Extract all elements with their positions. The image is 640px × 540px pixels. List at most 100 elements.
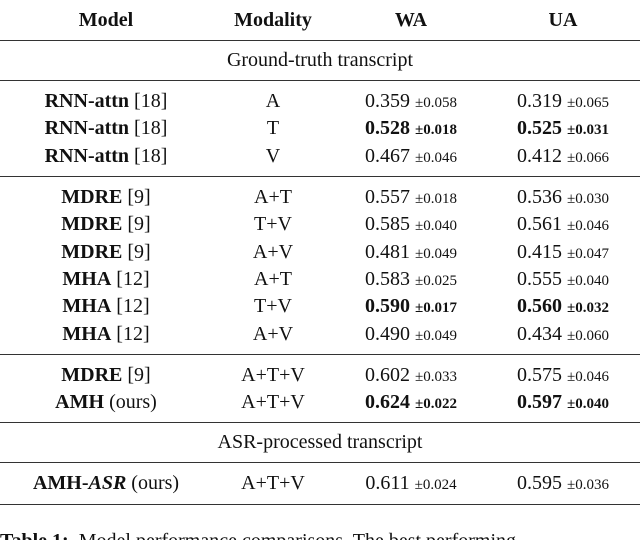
wa-std: ±0.018	[415, 191, 457, 208]
wa-value: 0.602	[365, 363, 411, 386]
model-ref: [9]	[127, 240, 151, 263]
ua-cell: 0.536 ±0.030	[517, 184, 609, 213]
wa-cell: 0.359 ±0.058	[365, 88, 457, 117]
ua-value: 0.595	[517, 472, 563, 495]
ua-cell: 0.525 ±0.031	[517, 115, 609, 144]
model-cell: MHA [12]	[62, 293, 149, 320]
modality-cell: T+V	[254, 293, 292, 320]
modality-cell: A	[266, 88, 280, 115]
section-row: Ground-truth transcript	[0, 47, 640, 74]
table-row: AMH-ASR (ours) A+T+V 0.611 ±0.024 0.595 ±0.…	[0, 470, 640, 497]
ua-cell: 0.560 ±0.032	[517, 293, 609, 322]
header-cell: Modality	[234, 7, 312, 34]
model-ref: (ours)	[131, 472, 180, 495]
wa-value: 0.528	[365, 117, 411, 140]
model-ref: [12]	[116, 322, 150, 345]
modality: T+V	[254, 295, 292, 318]
table-row: MDRE [9] T+V 0.585 ±0.040 0.561 ±0.046	[0, 211, 640, 238]
ua-std: ±0.046	[567, 368, 609, 385]
section-title: ASR-processed transcript	[217, 430, 423, 453]
ua-std: ±0.060	[567, 327, 609, 344]
model-name: RNN-attn	[44, 144, 130, 167]
ua-std: ±0.040	[567, 396, 609, 413]
ua-cell: 0.595 ±0.036	[517, 470, 609, 499]
table-row: RNN-attn [18] V 0.467 ±0.046 0.412 ±0.066	[0, 143, 640, 170]
rule	[0, 462, 640, 464]
model-cell: RNN-attn [18]	[45, 115, 168, 142]
modality-cell: A+T	[254, 184, 292, 211]
model-name: MHA	[62, 322, 112, 345]
wa-cell: 0.602 ±0.033	[365, 362, 457, 391]
header-ua: UA	[548, 8, 578, 31]
wa-std: ±0.017	[415, 300, 457, 317]
table-row: MHA [12] T+V 0.590 ±0.017 0.560 ±0.032	[0, 293, 640, 320]
wa-std: ±0.018	[415, 122, 457, 139]
caption-text: Model performance comparisons. The best …	[79, 530, 516, 540]
wa-value: 0.583	[365, 267, 411, 290]
ua-std: ±0.047	[567, 245, 609, 262]
section-row: ASR-processed transcript	[0, 429, 640, 456]
wa-cell: 0.624 ±0.022	[365, 389, 457, 418]
modality: A+T+V	[241, 363, 305, 386]
ua-std: ±0.030	[567, 191, 609, 208]
model-cell: MDRE [9]	[61, 362, 150, 389]
wa-std: ±0.046	[415, 149, 457, 166]
modality-cell: T	[267, 115, 279, 142]
modality-cell: A+V	[253, 321, 293, 348]
model-ref: [12]	[116, 295, 150, 318]
model-ref: [12]	[116, 267, 150, 290]
wa-std: ±0.040	[415, 218, 457, 235]
ua-cell: 0.575 ±0.046	[517, 362, 609, 391]
wa-std: ±0.025	[415, 272, 457, 289]
ua-cell: 0.555 ±0.040	[517, 266, 609, 295]
modality: A	[265, 90, 281, 113]
ua-value: 0.415	[517, 240, 563, 263]
model-ref: [18]	[134, 90, 168, 113]
table-row: RNN-attn [18] T 0.528 ±0.018 0.525 ±0.031	[0, 115, 640, 142]
modality: A+T+V	[241, 391, 305, 414]
wa-value: 0.359	[365, 90, 411, 113]
modality: A+T	[254, 186, 292, 209]
header-cell: UA	[549, 7, 578, 34]
model-name: MDRE	[61, 186, 123, 209]
wa-cell: 0.528 ±0.018	[365, 115, 457, 144]
model-cell: MDRE [9]	[61, 184, 150, 211]
modality: A+T	[254, 267, 292, 290]
rule	[0, 175, 640, 177]
rule	[0, 40, 640, 41]
model-name: AMH-	[32, 472, 89, 495]
wa-cell: 0.490 ±0.049	[365, 321, 457, 350]
ua-std: ±0.036	[567, 477, 609, 494]
modality-cell: A+T	[254, 266, 292, 293]
model-cell: MDRE [9]	[61, 211, 150, 238]
ua-cell: 0.434 ±0.060	[517, 321, 609, 350]
model-cell: RNN-attn [18]	[45, 88, 168, 115]
wa-value: 0.585	[365, 213, 411, 236]
model-name: MDRE	[61, 240, 123, 263]
wa-cell: 0.481 ±0.049	[365, 239, 457, 268]
wa-value: 0.467	[365, 144, 411, 167]
ua-value: 0.555	[517, 267, 563, 290]
modality-cell: A+T+V	[241, 362, 305, 389]
header-row: Model Modality WA UA	[0, 7, 640, 34]
rule	[0, 422, 640, 424]
ua-cell: 0.597 ±0.040	[517, 389, 609, 418]
wa-cell: 0.467 ±0.046	[365, 143, 457, 172]
model-ref: [18]	[134, 117, 168, 140]
rule	[0, 503, 640, 505]
caption: Table 1: Model performance comparisons. …	[0, 530, 516, 540]
model-ref: [9]	[127, 363, 151, 386]
ua-cell: 0.412 ±0.066	[517, 143, 609, 172]
table-row: AMH (ours) A+T+V 0.624 ±0.022 0.597 ±0.040	[0, 389, 640, 416]
model-cell: MHA [12]	[62, 321, 149, 348]
table-row: MDRE [9] A+T+V 0.602 ±0.033 0.575 ±0.046	[0, 362, 640, 389]
header-model: Model	[78, 8, 134, 31]
ua-value: 0.561	[517, 213, 563, 236]
ua-cell: 0.561 ±0.046	[517, 211, 609, 240]
model-name: RNN-attn	[44, 90, 130, 113]
modality-cell: V	[266, 143, 280, 170]
wa-value: 0.624	[365, 391, 411, 414]
wa-cell: 0.585 ±0.040	[365, 211, 457, 240]
wa-cell: 0.611 ±0.024	[365, 470, 456, 499]
ua-value: 0.575	[517, 363, 563, 386]
